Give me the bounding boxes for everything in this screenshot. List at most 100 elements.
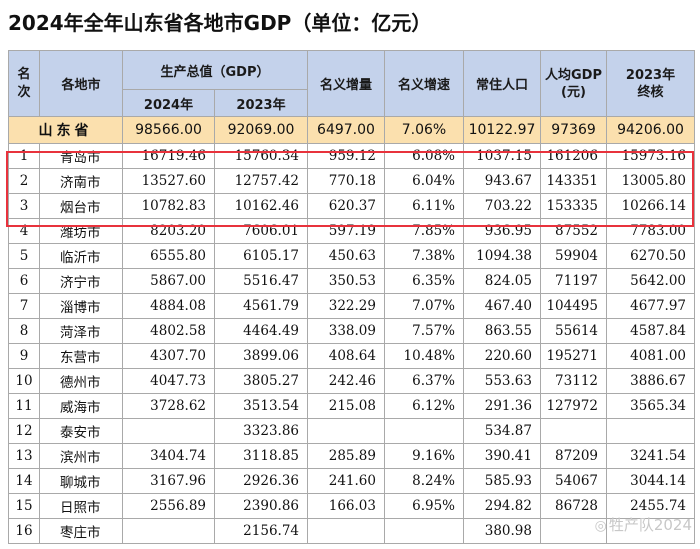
- table-row: 8 菏泽市 4802.58 4464.49 338.09 7.57% 863.55 55614…: [8, 318, 695, 344]
- cell-increase: 620.37: [307, 193, 385, 219]
- cell-audit-2023: 4587.84: [606, 318, 695, 344]
- cell-gdp-2024: [122, 418, 215, 444]
- cell-population: 220.60: [463, 343, 541, 369]
- cell-gdp-2024: 2556.89: [122, 493, 215, 519]
- cell-growth: 7.85%: [384, 218, 464, 244]
- cell-increase: 450.63: [307, 243, 385, 269]
- weibo-icon: ◎: [594, 518, 607, 534]
- province-per-capita: 97369: [540, 116, 607, 144]
- cell-gdp-2024: 3167.96: [122, 468, 215, 494]
- cell-gdp-2024: 8203.20: [122, 218, 215, 244]
- cell-gdp-2023: 4464.49: [214, 318, 308, 344]
- cell-gdp-2024: 13527.60: [122, 168, 215, 194]
- cell-rank: 5: [8, 243, 40, 269]
- cell-rank: 15: [8, 493, 40, 519]
- header-rank-label: 名次: [17, 66, 31, 100]
- cell-population: 553.63: [463, 368, 541, 394]
- cell-population: 291.36: [463, 393, 541, 419]
- cell-increase: 242.46: [307, 368, 385, 394]
- header-city: 各地市: [39, 50, 123, 117]
- header-rank: 名次: [8, 50, 40, 117]
- cell-rank: 1: [8, 143, 40, 169]
- cell-audit-2023: 3565.34: [606, 393, 695, 419]
- cell-increase: 215.08: [307, 393, 385, 419]
- cell-growth: [384, 518, 464, 544]
- cell-per-capita: 87209: [540, 443, 607, 469]
- cell-audit-2023: 13005.80: [606, 168, 695, 194]
- cell-population: 380.98: [463, 518, 541, 544]
- cell-population: 390.41: [463, 443, 541, 469]
- cell-increase: 166.03: [307, 493, 385, 519]
- cell-population: 936.95: [463, 218, 541, 244]
- cell-gdp-2023: 2156.74: [214, 518, 308, 544]
- cell-city: 临沂市: [39, 243, 123, 269]
- header-nominal-increase: 名义增量: [307, 50, 385, 117]
- cell-gdp-2024: 10782.83: [122, 193, 215, 219]
- cell-audit-2023: 3886.67: [606, 368, 695, 394]
- watermark: ◎ 牲产队2024: [595, 514, 692, 535]
- cell-gdp-2023: 3899.06: [214, 343, 308, 369]
- cell-population: 467.40: [463, 293, 541, 319]
- cell-population: 294.82: [463, 493, 541, 519]
- cell-per-capita: 153335: [540, 193, 607, 219]
- cell-city: 烟台市: [39, 193, 123, 219]
- cell-rank: 7: [8, 293, 40, 319]
- header-audit: 2023年 终核: [606, 50, 695, 117]
- cell-growth: 6.37%: [384, 368, 464, 394]
- cell-per-capita: 55614: [540, 318, 607, 344]
- province-row: 山东省 98566.00 92069.00 6497.00 7.06% 1012…: [8, 116, 695, 144]
- table-row: 5 临沂市 6555.80 6105.17 450.63 7.38% 1094.38 5990…: [8, 243, 695, 269]
- cell-growth: 6.95%: [384, 493, 464, 519]
- cell-city: 菏泽市: [39, 318, 123, 344]
- cell-gdp-2024: 3728.62: [122, 393, 215, 419]
- cell-gdp-2023: 12757.42: [214, 168, 308, 194]
- cell-rank: 13: [8, 443, 40, 469]
- cell-gdp-2024: 5867.00: [122, 268, 215, 294]
- cell-population: 703.22: [463, 193, 541, 219]
- cell-gdp-2023: 5516.47: [214, 268, 308, 294]
- cell-growth: [384, 418, 464, 444]
- province-name: 山东省: [8, 116, 123, 144]
- cell-gdp-2023: 2926.36: [214, 468, 308, 494]
- cell-increase: [307, 518, 385, 544]
- cell-increase: 959.12: [307, 143, 385, 169]
- cell-rank: 11: [8, 393, 40, 419]
- page-title: 2024年全年山东省各地市GDP（单位：亿元）: [8, 11, 432, 35]
- header-nominal-growth: 名义增速: [384, 50, 464, 117]
- table-row: 14 聊城市 3167.96 2926.36 241.60 8.24% 585.93 5406…: [8, 468, 695, 494]
- cell-city: 潍坊市: [39, 218, 123, 244]
- cell-city: 淄博市: [39, 293, 123, 319]
- cell-city: 聊城市: [39, 468, 123, 494]
- cell-audit-2023: 2455.74: [606, 493, 695, 519]
- cell-increase: 241.60: [307, 468, 385, 494]
- cell-city: 东营市: [39, 343, 123, 369]
- cell-gdp-2023: 10162.46: [214, 193, 308, 219]
- cell-population: 824.05: [463, 268, 541, 294]
- cell-gdp-2023: 3805.27: [214, 368, 308, 394]
- cell-per-capita: 143351: [540, 168, 607, 194]
- cell-gdp-2023: 2390.86: [214, 493, 308, 519]
- cell-rank: 16: [8, 518, 40, 544]
- cell-rank: 8: [8, 318, 40, 344]
- header-population: 常住人口: [463, 50, 541, 117]
- cell-growth: 8.24%: [384, 468, 464, 494]
- cell-per-capita: 161206: [540, 143, 607, 169]
- cell-rank: 14: [8, 468, 40, 494]
- table-row: 2 济南市 13527.60 12757.42 770.18 6.04% 943.67 143…: [8, 168, 695, 194]
- header-audit-line2: 终核: [637, 84, 664, 100]
- cell-per-capita: 71197: [540, 268, 607, 294]
- header-gdp-2023: 2023年: [214, 89, 308, 117]
- header-per-capita-line1: 人均GDP: [545, 67, 602, 83]
- table-header: 名次 各地市 生产总值（GDP） 名义增量 名义增速 常住人口 人均GDP (元)…: [8, 50, 695, 117]
- cell-audit-2023: 6270.50: [606, 243, 695, 269]
- cell-city: 济南市: [39, 168, 123, 194]
- cell-gdp-2024: 4047.73: [122, 368, 215, 394]
- cell-gdp-2023: 7606.01: [214, 218, 308, 244]
- cell-audit-2023: [606, 418, 695, 444]
- cell-city: 泰安市: [39, 418, 123, 444]
- header-gdp-group: 生产总值（GDP）: [122, 50, 308, 90]
- cell-increase: 322.29: [307, 293, 385, 319]
- cell-per-capita: 104495: [540, 293, 607, 319]
- cell-population: 863.55: [463, 318, 541, 344]
- cell-city: 枣庄市: [39, 518, 123, 544]
